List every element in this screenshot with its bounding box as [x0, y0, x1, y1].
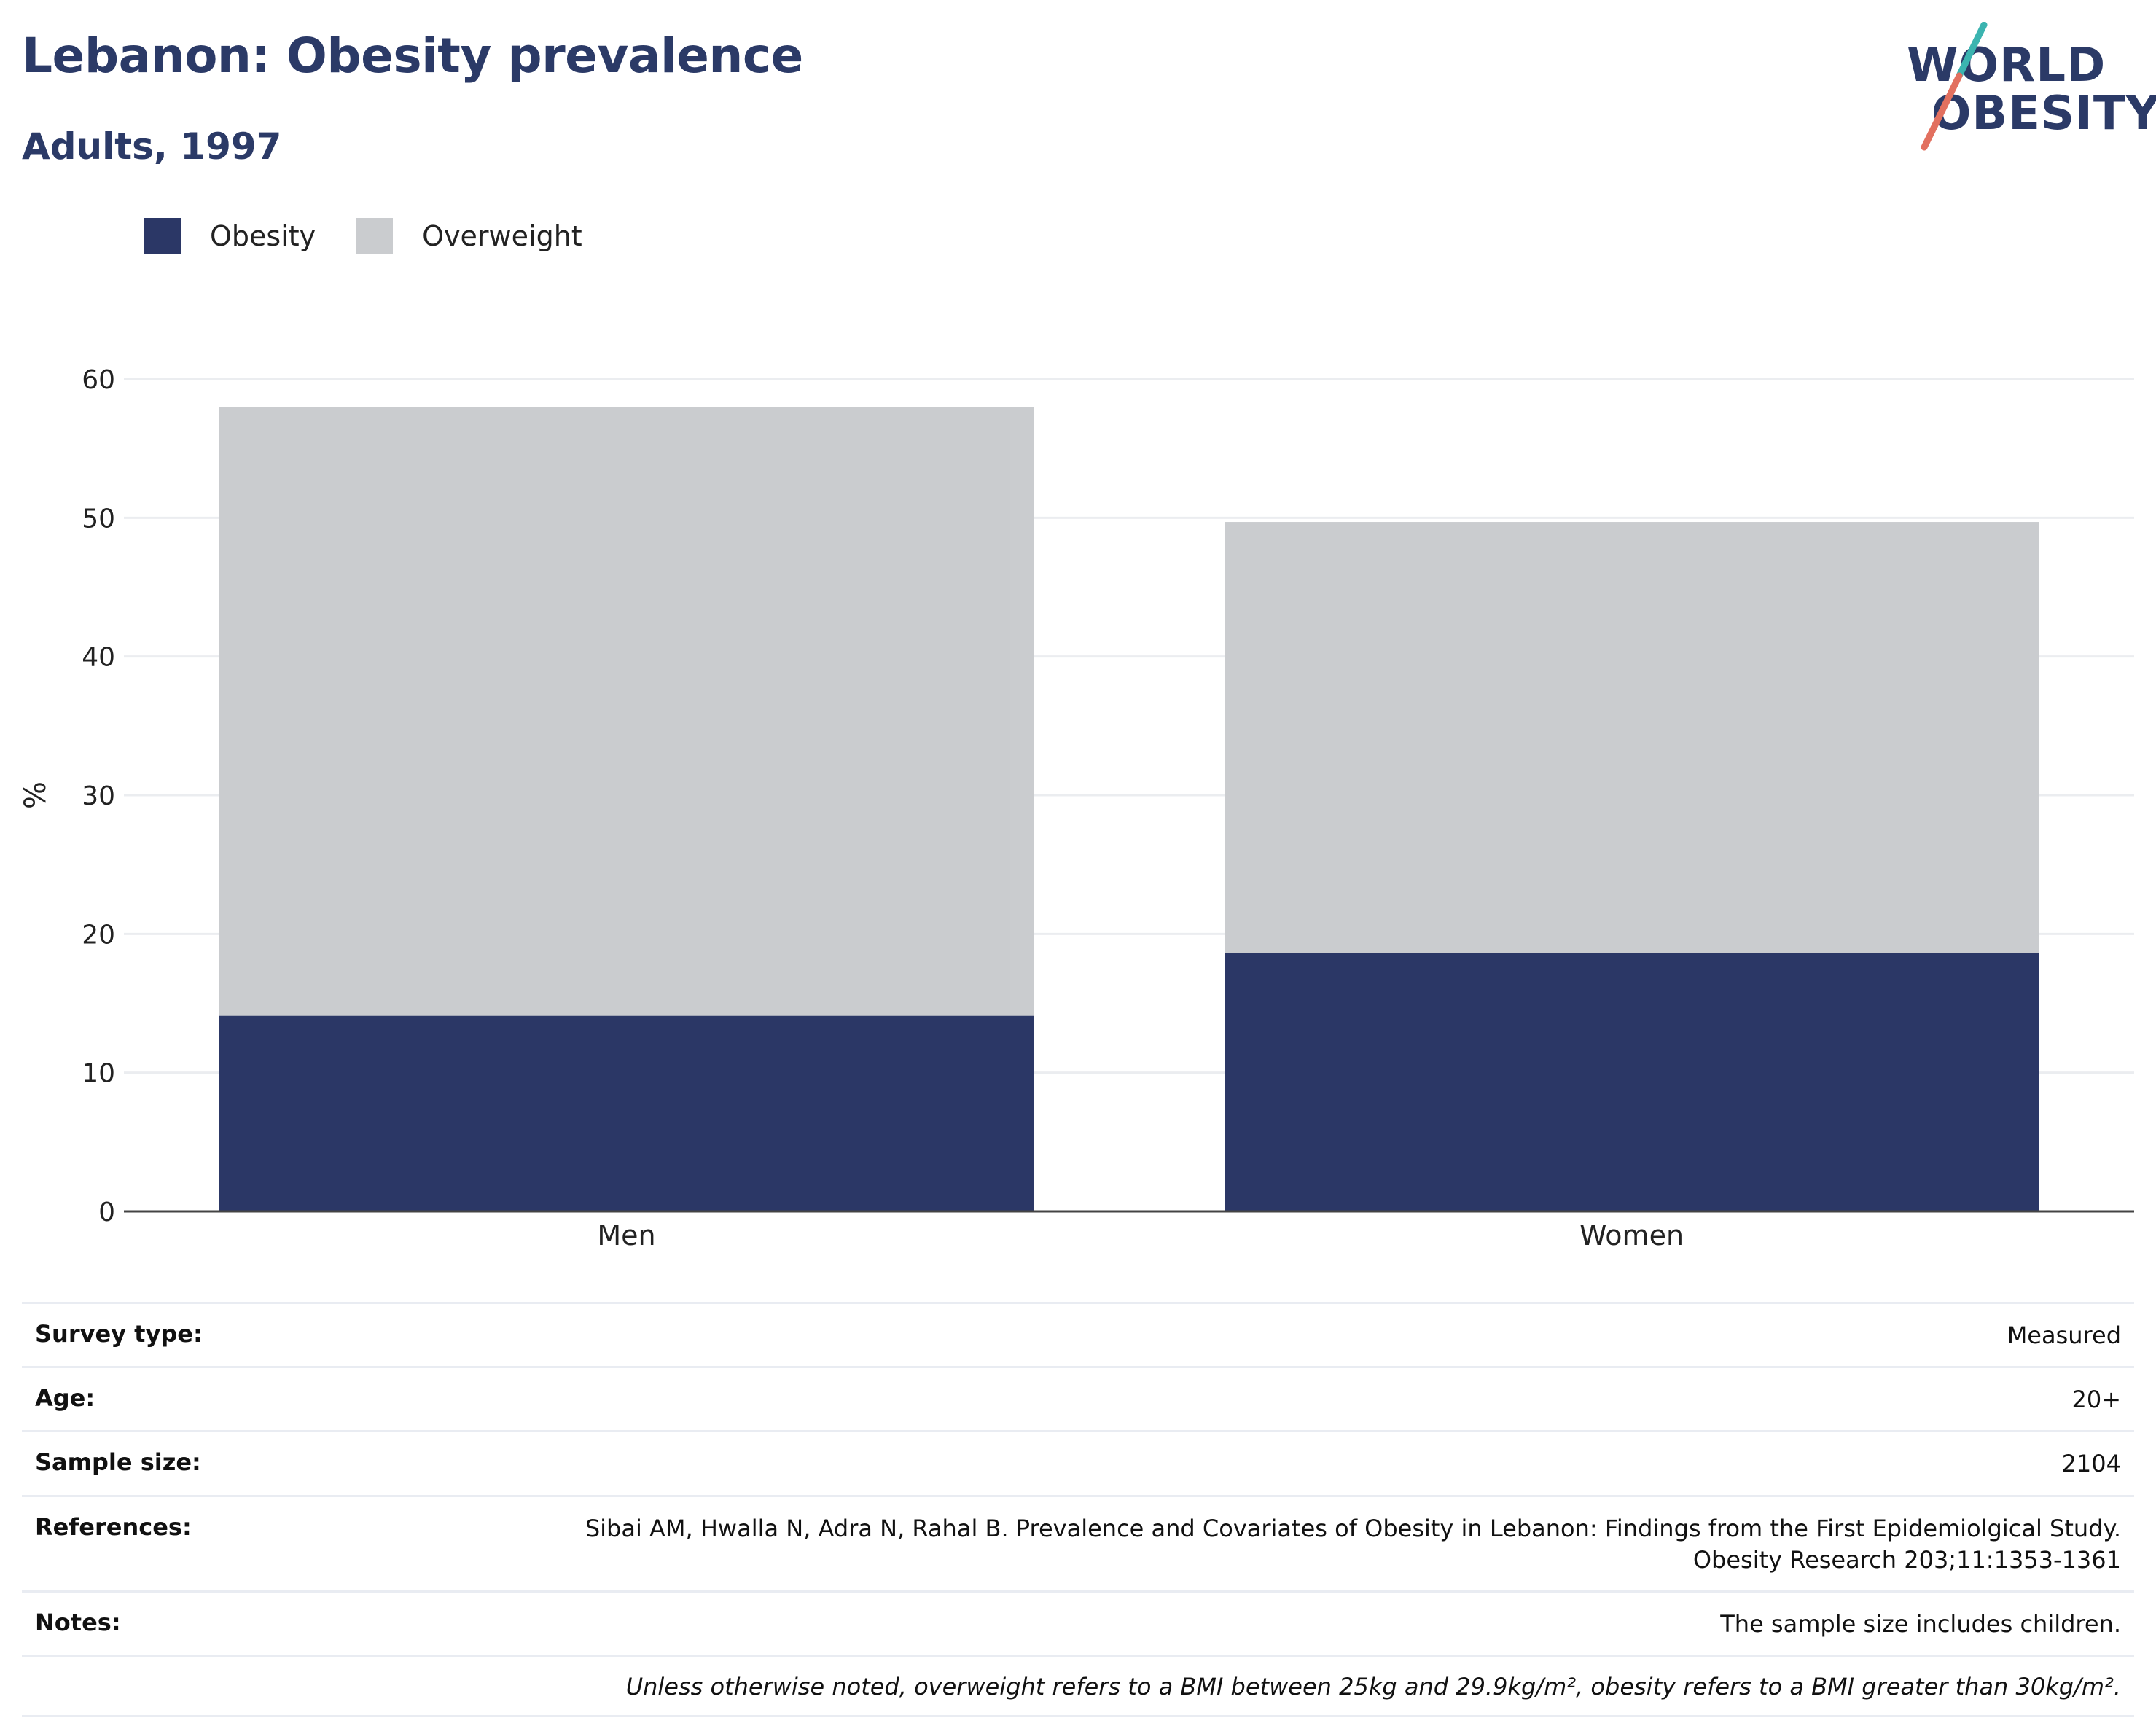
references-value: Sibai AM, Hwalla N, Adra N, Rahal B. Pre…: [585, 1513, 2121, 1576]
chart-legend: Obesity Overweight: [144, 216, 623, 257]
stacked-bar-chart: 0 10 20 30 40 50 60% Men Women: [19, 365, 2134, 1251]
y-axis-label: %: [19, 781, 52, 809]
references-line-1: Sibai AM, Hwalla N, Adra N, Rahal B. Pre…: [585, 1514, 2121, 1542]
logo-slash-icon: [1921, 22, 1988, 151]
legend-swatch-overweight: [356, 218, 394, 254]
survey-type-label: Survey type:: [35, 1320, 203, 1348]
bar-men-overweight: [219, 407, 1034, 1016]
legend-item-obesity[interactable]: Obesity: [144, 218, 316, 254]
logo-line-1: WORLD: [1907, 39, 2106, 93]
meta-row-notes: Notes: The sample size includes children…: [22, 1590, 2134, 1655]
sample-size-label: Sample size:: [35, 1448, 201, 1477]
world-obesity-logo: WORLD OBESITY: [1895, 22, 2156, 153]
legend-item-overweight[interactable]: Overweight: [356, 218, 582, 254]
y-tick-label-60: 60: [82, 365, 115, 395]
chart-title: Lebanon: Obesity prevalence: [22, 28, 803, 84]
meta-row-references: References: Sibai AM, Hwalla N, Adra N, …: [22, 1494, 2134, 1590]
references-line-2: Obesity Research 203;11:1353-1361: [1692, 1545, 2121, 1574]
meta-row-survey-type: Survey type: Measured: [22, 1302, 2134, 1366]
y-tick-label-10: 10: [82, 1059, 115, 1089]
references-label: References:: [35, 1512, 192, 1541]
legend-swatch-obesity: [144, 218, 181, 254]
x-tick-label-women: Women: [1579, 1219, 1684, 1251]
notes-value: The sample size includes children.: [1720, 1609, 2121, 1638]
bar-women-overweight: [1225, 522, 2039, 953]
meta-row-sample-size: Sample size: 2104: [22, 1430, 2134, 1494]
bar-men-obesity: [219, 1015, 1034, 1211]
y-tick-label-20: 20: [82, 920, 115, 950]
meta-row-footnote: Unless otherwise noted, overweight refer…: [22, 1655, 2134, 1718]
survey-type-value: Measured: [2007, 1321, 2121, 1349]
y-tick-label-40: 40: [82, 643, 115, 673]
legend-label-obesity: Obesity: [210, 220, 316, 252]
sample-size-value: 2104: [2061, 1450, 2121, 1478]
bmi-footnote: Unless otherwise noted, overweight refer…: [625, 1673, 2121, 1701]
y-tick-label-30: 30: [82, 781, 115, 811]
y-tick-label-50: 50: [82, 504, 115, 534]
chart-subtitle: Adults, 1997: [22, 125, 282, 168]
notes-label: Notes:: [35, 1608, 121, 1636]
meta-row-age: Age: 20+: [22, 1366, 2134, 1430]
age-label: Age:: [35, 1384, 95, 1413]
x-tick-label-men: Men: [597, 1219, 655, 1251]
bar-women-obesity: [1225, 953, 2039, 1211]
survey-metadata-table: Survey type: Measured Age: 20+ Sample si…: [22, 1302, 2134, 1718]
y-tick-label-0: 0: [98, 1198, 115, 1227]
logo-line-2: OBESITY: [1932, 87, 2156, 141]
legend-label-overweight: Overweight: [422, 220, 582, 252]
age-value: 20+: [2071, 1386, 2121, 1414]
